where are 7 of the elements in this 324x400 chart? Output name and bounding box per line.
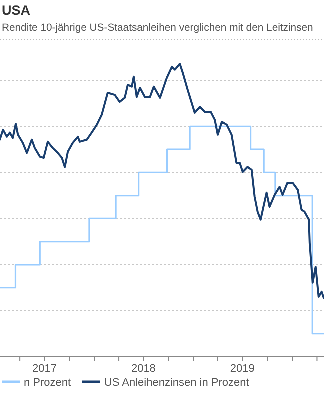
legend-label: n Prozent [24, 377, 72, 389]
x-tick-label: 2017 [32, 363, 57, 375]
x-tick-label: 2019 [230, 363, 255, 375]
x-tick-label: 2018 [131, 363, 156, 375]
chart-title: USA [2, 3, 31, 18]
chart-subtitle: Rendite 10-jährige US-Staatsanleihen verglichen mit den Leitzinsen [2, 23, 314, 34]
legend-label: US Anleihenzinsen in Prozent [104, 377, 250, 389]
